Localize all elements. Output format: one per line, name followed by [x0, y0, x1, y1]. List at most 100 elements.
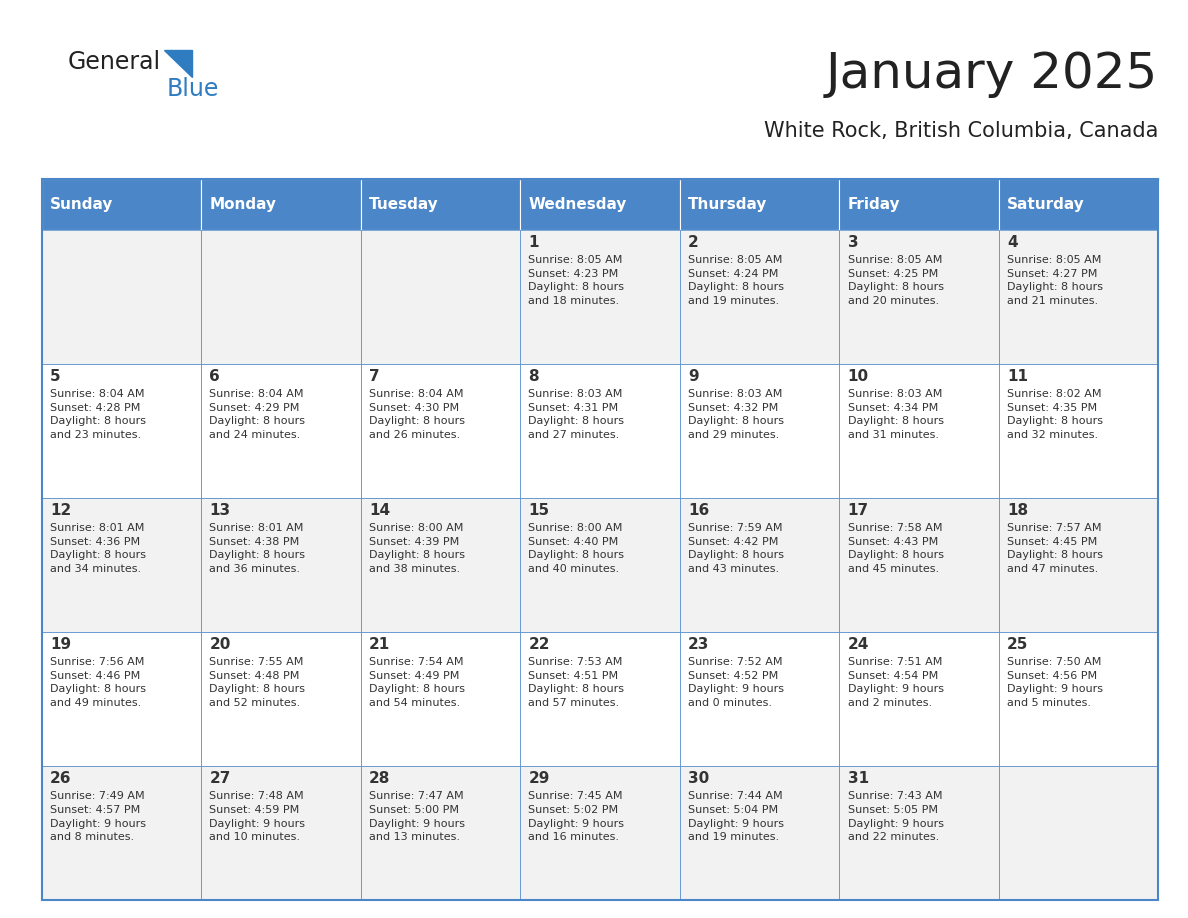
Bar [201, 632, 361, 766]
Bar [680, 498, 839, 632]
Bar [361, 179, 520, 230]
Bar [361, 498, 520, 632]
Text: Sunrise: 8:03 AM
Sunset: 4:34 PM
Daylight: 8 hours
and 31 minutes.: Sunrise: 8:03 AM Sunset: 4:34 PM Dayligh… [847, 389, 943, 440]
Text: Sunrise: 7:49 AM
Sunset: 4:57 PM
Daylight: 9 hours
and 8 minutes.: Sunrise: 7:49 AM Sunset: 4:57 PM Dayligh… [50, 791, 146, 842]
Text: 9: 9 [688, 369, 699, 384]
Bar [520, 766, 680, 900]
Text: 3: 3 [847, 235, 858, 250]
Bar [839, 179, 999, 230]
Text: General: General [68, 50, 160, 74]
Text: Sunrise: 8:00 AM
Sunset: 4:40 PM
Daylight: 8 hours
and 40 minutes.: Sunrise: 8:00 AM Sunset: 4:40 PM Dayligh… [529, 523, 625, 574]
Text: 19: 19 [50, 637, 71, 652]
Bar [999, 179, 1158, 230]
Text: 13: 13 [209, 503, 230, 518]
Text: 8: 8 [529, 369, 539, 384]
Text: Sunrise: 7:58 AM
Sunset: 4:43 PM
Daylight: 8 hours
and 45 minutes.: Sunrise: 7:58 AM Sunset: 4:43 PM Dayligh… [847, 523, 943, 574]
Text: 4: 4 [1007, 235, 1018, 250]
Polygon shape [164, 50, 192, 77]
Bar [201, 364, 361, 498]
Text: Sunrise: 8:05 AM
Sunset: 4:25 PM
Daylight: 8 hours
and 20 minutes.: Sunrise: 8:05 AM Sunset: 4:25 PM Dayligh… [847, 255, 943, 306]
Text: 10: 10 [847, 369, 868, 384]
Text: 1: 1 [529, 235, 539, 250]
Text: Saturday: Saturday [1007, 196, 1085, 212]
Bar [999, 632, 1158, 766]
Bar [361, 766, 520, 900]
Text: Sunday: Sunday [50, 196, 113, 212]
Text: Sunrise: 7:55 AM
Sunset: 4:48 PM
Daylight: 8 hours
and 52 minutes.: Sunrise: 7:55 AM Sunset: 4:48 PM Dayligh… [209, 657, 305, 708]
Text: Sunrise: 7:52 AM
Sunset: 4:52 PM
Daylight: 9 hours
and 0 minutes.: Sunrise: 7:52 AM Sunset: 4:52 PM Dayligh… [688, 657, 784, 708]
Bar [42, 230, 201, 364]
Text: 27: 27 [209, 771, 230, 786]
Text: 30: 30 [688, 771, 709, 786]
Bar [42, 364, 201, 498]
Text: 15: 15 [529, 503, 550, 518]
Bar [839, 632, 999, 766]
Bar [680, 179, 839, 230]
Text: Sunrise: 7:59 AM
Sunset: 4:42 PM
Daylight: 8 hours
and 43 minutes.: Sunrise: 7:59 AM Sunset: 4:42 PM Dayligh… [688, 523, 784, 574]
Bar [520, 179, 680, 230]
Text: Sunrise: 8:03 AM
Sunset: 4:31 PM
Daylight: 8 hours
and 27 minutes.: Sunrise: 8:03 AM Sunset: 4:31 PM Dayligh… [529, 389, 625, 440]
Text: 18: 18 [1007, 503, 1028, 518]
Text: Monday: Monday [209, 196, 277, 212]
Bar [42, 179, 201, 230]
Text: Sunrise: 7:56 AM
Sunset: 4:46 PM
Daylight: 8 hours
and 49 minutes.: Sunrise: 7:56 AM Sunset: 4:46 PM Dayligh… [50, 657, 146, 708]
Text: 12: 12 [50, 503, 71, 518]
Text: Thursday: Thursday [688, 196, 767, 212]
Text: 29: 29 [529, 771, 550, 786]
Text: Blue: Blue [166, 77, 219, 101]
Text: Sunrise: 8:04 AM
Sunset: 4:30 PM
Daylight: 8 hours
and 26 minutes.: Sunrise: 8:04 AM Sunset: 4:30 PM Dayligh… [369, 389, 465, 440]
Text: 2: 2 [688, 235, 699, 250]
Bar [680, 632, 839, 766]
Text: 20: 20 [209, 637, 230, 652]
Text: Sunrise: 8:01 AM
Sunset: 4:38 PM
Daylight: 8 hours
and 36 minutes.: Sunrise: 8:01 AM Sunset: 4:38 PM Dayligh… [209, 523, 305, 574]
Text: January 2025: January 2025 [826, 50, 1158, 98]
Text: Tuesday: Tuesday [369, 196, 438, 212]
Text: 28: 28 [369, 771, 391, 786]
Text: 16: 16 [688, 503, 709, 518]
Text: 31: 31 [847, 771, 868, 786]
Text: Sunrise: 8:00 AM
Sunset: 4:39 PM
Daylight: 8 hours
and 38 minutes.: Sunrise: 8:00 AM Sunset: 4:39 PM Dayligh… [369, 523, 465, 574]
Text: Sunrise: 7:48 AM
Sunset: 4:59 PM
Daylight: 9 hours
and 10 minutes.: Sunrise: 7:48 AM Sunset: 4:59 PM Dayligh… [209, 791, 305, 842]
Text: Sunrise: 8:01 AM
Sunset: 4:36 PM
Daylight: 8 hours
and 34 minutes.: Sunrise: 8:01 AM Sunset: 4:36 PM Dayligh… [50, 523, 146, 574]
Text: Sunrise: 8:03 AM
Sunset: 4:32 PM
Daylight: 8 hours
and 29 minutes.: Sunrise: 8:03 AM Sunset: 4:32 PM Dayligh… [688, 389, 784, 440]
Bar [999, 364, 1158, 498]
Text: Friday: Friday [847, 196, 901, 212]
Bar [201, 179, 361, 230]
Text: Sunrise: 7:51 AM
Sunset: 4:54 PM
Daylight: 9 hours
and 2 minutes.: Sunrise: 7:51 AM Sunset: 4:54 PM Dayligh… [847, 657, 943, 708]
Text: Sunrise: 8:05 AM
Sunset: 4:23 PM
Daylight: 8 hours
and 18 minutes.: Sunrise: 8:05 AM Sunset: 4:23 PM Dayligh… [529, 255, 625, 306]
Text: Sunrise: 7:57 AM
Sunset: 4:45 PM
Daylight: 8 hours
and 47 minutes.: Sunrise: 7:57 AM Sunset: 4:45 PM Dayligh… [1007, 523, 1104, 574]
Text: 17: 17 [847, 503, 868, 518]
Text: 26: 26 [50, 771, 71, 786]
Bar [42, 766, 201, 900]
Bar [839, 364, 999, 498]
Text: Sunrise: 7:44 AM
Sunset: 5:04 PM
Daylight: 9 hours
and 19 minutes.: Sunrise: 7:44 AM Sunset: 5:04 PM Dayligh… [688, 791, 784, 842]
Bar [361, 632, 520, 766]
Bar [520, 230, 680, 364]
Text: Sunrise: 7:50 AM
Sunset: 4:56 PM
Daylight: 9 hours
and 5 minutes.: Sunrise: 7:50 AM Sunset: 4:56 PM Dayligh… [1007, 657, 1104, 708]
Bar [999, 766, 1158, 900]
Bar [361, 230, 520, 364]
Text: Sunrise: 7:43 AM
Sunset: 5:05 PM
Daylight: 9 hours
and 22 minutes.: Sunrise: 7:43 AM Sunset: 5:05 PM Dayligh… [847, 791, 943, 842]
Text: Sunrise: 8:05 AM
Sunset: 4:24 PM
Daylight: 8 hours
and 19 minutes.: Sunrise: 8:05 AM Sunset: 4:24 PM Dayligh… [688, 255, 784, 306]
Text: 7: 7 [369, 369, 380, 384]
Text: 14: 14 [369, 503, 390, 518]
Text: 23: 23 [688, 637, 709, 652]
Bar [520, 498, 680, 632]
Bar [42, 498, 201, 632]
Text: Sunrise: 8:05 AM
Sunset: 4:27 PM
Daylight: 8 hours
and 21 minutes.: Sunrise: 8:05 AM Sunset: 4:27 PM Dayligh… [1007, 255, 1104, 306]
Text: Sunrise: 7:47 AM
Sunset: 5:00 PM
Daylight: 9 hours
and 13 minutes.: Sunrise: 7:47 AM Sunset: 5:00 PM Dayligh… [369, 791, 465, 842]
Text: Sunrise: 7:45 AM
Sunset: 5:02 PM
Daylight: 9 hours
and 16 minutes.: Sunrise: 7:45 AM Sunset: 5:02 PM Dayligh… [529, 791, 625, 842]
Bar [839, 230, 999, 364]
Bar [999, 498, 1158, 632]
Bar [42, 632, 201, 766]
Bar [839, 498, 999, 632]
Text: 24: 24 [847, 637, 868, 652]
Bar [42, 179, 1158, 900]
Bar [520, 364, 680, 498]
Text: 25: 25 [1007, 637, 1029, 652]
Text: Sunrise: 8:04 AM
Sunset: 4:29 PM
Daylight: 8 hours
and 24 minutes.: Sunrise: 8:04 AM Sunset: 4:29 PM Dayligh… [209, 389, 305, 440]
Bar [201, 766, 361, 900]
Text: 5: 5 [50, 369, 61, 384]
Text: Sunrise: 8:04 AM
Sunset: 4:28 PM
Daylight: 8 hours
and 23 minutes.: Sunrise: 8:04 AM Sunset: 4:28 PM Dayligh… [50, 389, 146, 440]
Bar [680, 364, 839, 498]
